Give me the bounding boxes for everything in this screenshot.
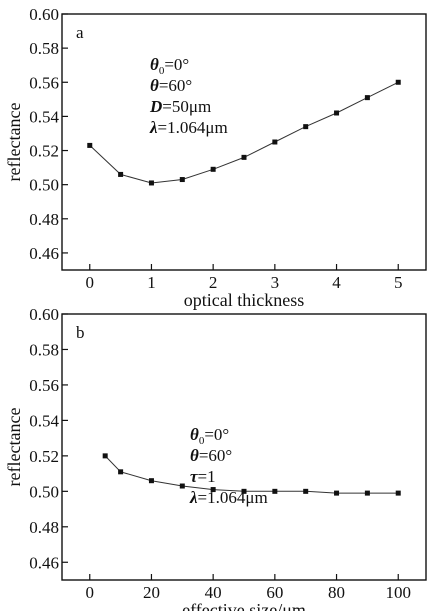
y-axis-title: reflectance xyxy=(4,408,24,487)
y-tick-label: 0.56 xyxy=(29,73,59,92)
data-point xyxy=(395,79,401,85)
panel-label: a xyxy=(76,23,84,42)
x-tick-label: 5 xyxy=(394,273,403,292)
data-point xyxy=(334,490,340,496)
data-point xyxy=(241,154,247,160)
y-tick-label: 0.56 xyxy=(29,376,59,395)
data-point xyxy=(118,469,124,475)
parameter-annotation: λ=1.064μm xyxy=(189,488,268,507)
x-axis-title: effective size/μm xyxy=(182,600,306,611)
y-tick-label: 0.58 xyxy=(29,39,59,58)
data-point xyxy=(334,110,340,116)
series-line xyxy=(89,81,399,184)
chart-panel-a: 0.46 0.48 0.50 0.52 0.54 0.56 0.58 0.60 0 1 2 3 4 5 op… xyxy=(4,5,427,310)
y-tick-label: 0.48 xyxy=(29,518,59,537)
data-point xyxy=(272,139,278,145)
plot-frame xyxy=(61,313,427,581)
x-tick-label: 1 xyxy=(147,273,156,292)
parameter-annotation: λ=1.064μm xyxy=(149,118,228,137)
parameter-annotation: θ=60° xyxy=(150,76,192,95)
parameter-annotation: τ=1 xyxy=(190,467,216,486)
y-tick-label: 0.54 xyxy=(29,107,59,126)
parameter-annotation: θ=60° xyxy=(190,446,232,465)
x-tick-label: 0 xyxy=(86,583,95,602)
data-point xyxy=(272,488,278,494)
data-point xyxy=(303,488,309,494)
x-tick-label: 80 xyxy=(328,583,345,602)
y-tick-label: 0.46 xyxy=(29,553,59,572)
data-point xyxy=(210,166,216,172)
y-tick-label: 0.48 xyxy=(29,210,59,229)
data-point xyxy=(395,490,401,496)
y-tick-label: 0.50 xyxy=(29,176,59,195)
data-point xyxy=(210,487,216,493)
x-tick-label: 0 xyxy=(86,273,95,292)
parameter-annotation: θ0=0° xyxy=(150,55,189,77)
parameter-annotation: θ0=0° xyxy=(190,425,229,447)
x-tick-label: 2 xyxy=(209,273,218,292)
data-point xyxy=(148,180,154,186)
x-tick-label: 40 xyxy=(205,583,222,602)
data-point xyxy=(118,171,124,177)
y-tick-label: 0.58 xyxy=(29,340,59,359)
data-point xyxy=(87,142,93,148)
x-axis-title: optical thickness xyxy=(184,290,304,310)
y-tick-label: 0.60 xyxy=(29,5,59,24)
x-tick-label: 60 xyxy=(266,583,283,602)
data-point xyxy=(241,488,247,494)
plot-frame xyxy=(61,13,427,271)
panel-label: b xyxy=(76,323,85,342)
data-point xyxy=(303,124,309,130)
data-point xyxy=(102,453,108,459)
x-tick-label: 4 xyxy=(332,273,341,292)
data-point xyxy=(179,483,185,489)
x-tick-label: 20 xyxy=(143,583,160,602)
parameter-annotation: D=50μm xyxy=(149,97,211,116)
y-tick-label: 0.60 xyxy=(29,305,59,324)
y-tick-label: 0.54 xyxy=(29,411,59,430)
y-tick-label: 0.46 xyxy=(29,244,59,263)
chart-panel-b: 0.46 0.48 0.50 0.52 0.54 0.56 0.58 0.60 0 20 40 60 8… xyxy=(4,305,427,611)
data-point xyxy=(364,95,370,101)
x-tick-label: 100 xyxy=(385,583,411,602)
y-tick-label: 0.52 xyxy=(29,142,59,161)
y-axis-title: reflectance xyxy=(4,103,24,182)
x-tick-label: 3 xyxy=(271,273,280,292)
data-point xyxy=(148,478,154,484)
data-point xyxy=(364,490,370,496)
data-point xyxy=(179,177,185,183)
y-tick-label: 0.50 xyxy=(29,482,59,501)
y-tick-label: 0.52 xyxy=(29,447,59,466)
